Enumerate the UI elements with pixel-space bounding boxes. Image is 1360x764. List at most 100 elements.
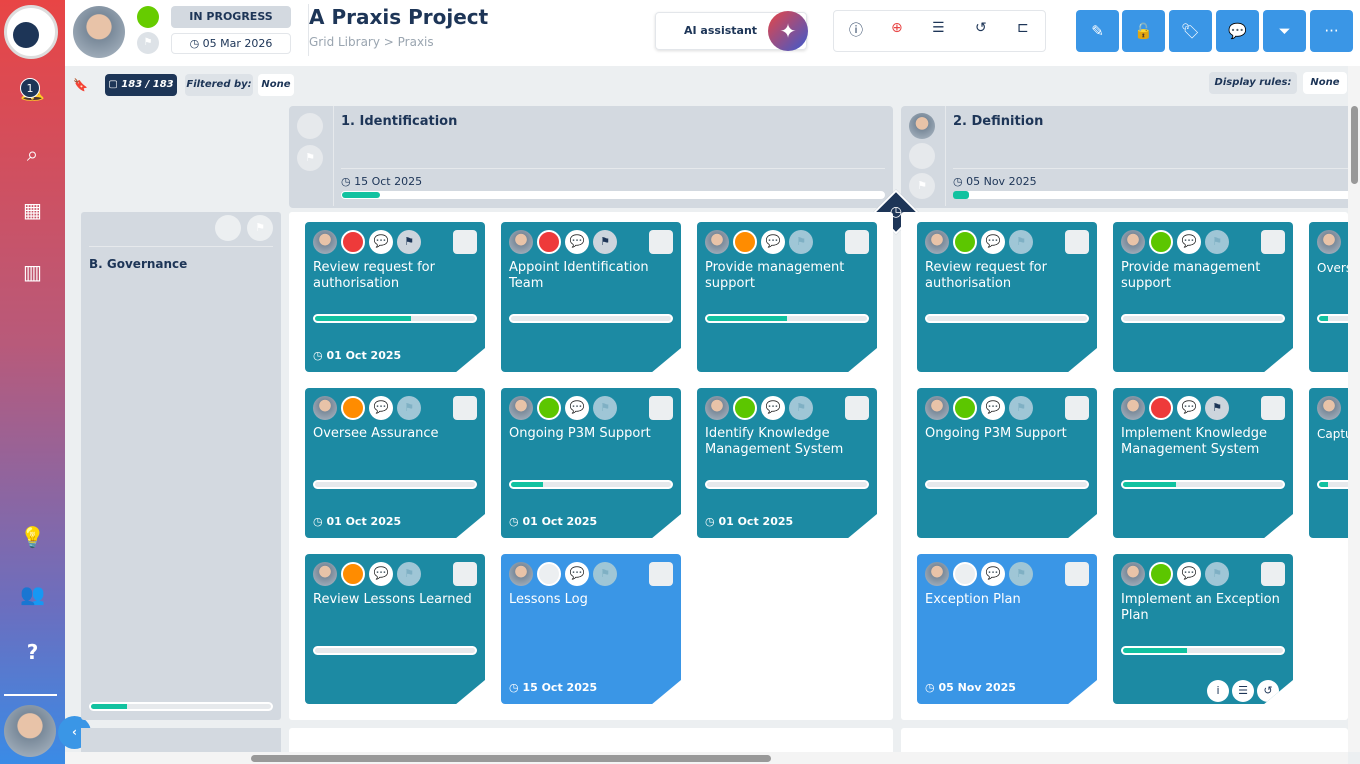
list-icon[interactable]: ☰ (932, 20, 945, 36)
filter-value[interactable]: None (258, 74, 294, 96)
phase-header-definition[interactable]: ⚑ 2. Definition ◷ 05 Nov 2025 (901, 106, 1348, 208)
task-card[interactable]: 💬 ⚑ Lessons Log ◷ 15 Oct 2025 (501, 554, 681, 704)
comment-icon[interactable]: 💬 (369, 396, 393, 420)
task-card[interactable]: 💬 ⚑ Review Lessons Learned (305, 554, 485, 704)
flag-icon[interactable]: ⚑ (397, 396, 421, 420)
unlock-button[interactable]: 🔓 (1122, 10, 1165, 52)
status-indicator[interactable] (137, 6, 159, 28)
bookmark-icon[interactable]: 🔖 (73, 78, 88, 92)
filter-button[interactable]: ⏷ (1263, 10, 1306, 52)
comment-icon[interactable]: 💬 (565, 230, 589, 254)
user-avatar[interactable] (4, 705, 56, 757)
status-indicator[interactable] (341, 396, 365, 420)
grid-icon[interactable]: ▦ (23, 198, 42, 222)
task-card[interactable]: Captu (1309, 388, 1353, 538)
status-badge[interactable]: IN PROGRESS (171, 6, 291, 28)
scroll-thumb[interactable] (251, 755, 771, 762)
display-rules-value[interactable]: None (1303, 72, 1347, 94)
assignee-avatar[interactable] (1121, 230, 1145, 254)
notifications-bell-icon[interactable]: 🔔1 (0, 78, 65, 102)
flag-icon[interactable]: ⚑ (1009, 396, 1033, 420)
comment-icon[interactable]: 💬 (761, 396, 785, 420)
phase-header-identification[interactable]: ⚑ 1. Identification ◷ 15 Oct 2025 (289, 106, 893, 208)
select-checkbox[interactable] (453, 230, 477, 254)
select-checkbox[interactable] (845, 396, 869, 420)
select-checkbox[interactable] (649, 396, 673, 420)
flag-icon[interactable]: ⚑ (789, 230, 813, 254)
breadcrumb[interactable]: Grid Library > Praxis (309, 35, 434, 49)
assignee-avatar[interactable] (925, 396, 949, 420)
assignee-avatar[interactable] (1121, 562, 1145, 586)
card-count-badge[interactable]: ▢ 183 / 183 (105, 74, 177, 96)
project-date[interactable]: ◷ 05 Mar 2026 (171, 33, 291, 54)
status-indicator[interactable] (1149, 230, 1173, 254)
flag-icon[interactable]: ⚑ (1009, 562, 1033, 586)
flag-icon[interactable]: ⚑ (593, 562, 617, 586)
task-card[interactable]: 💬 ⚑ Review request for authorisation (917, 222, 1097, 372)
task-card[interactable]: 💬 ⚑ Ongoing P3M Support ◷ 01 Oct 2025 (501, 388, 681, 538)
status-indicator[interactable] (341, 562, 365, 586)
assignee-avatar[interactable] (509, 230, 533, 254)
task-card[interactable]: 💬 ⚑ Review request for authorisation ◷ 01… (305, 222, 485, 372)
comment-icon[interactable]: 💬 (981, 230, 1005, 254)
task-card[interactable]: 💬 ⚑ Implement Knowledge Management Syste… (1113, 388, 1293, 538)
comment-icon[interactable]: 💬 (369, 562, 393, 586)
flag-icon[interactable]: ⚑ (1205, 562, 1229, 586)
scroll-thumb[interactable] (1351, 106, 1358, 184)
status-indicator[interactable] (1149, 396, 1173, 420)
task-card[interactable]: 💬 ⚑ Exception Plan ◷ 05 Nov 2025 (917, 554, 1097, 704)
comment-icon[interactable]: 💬 (981, 396, 1005, 420)
add-icon[interactable]: ⊕ (891, 20, 903, 36)
assignee-avatar[interactable] (313, 396, 337, 420)
task-card[interactable]: 💬 ⚑ Provide management support (1113, 222, 1293, 372)
flag-icon[interactable]: ⚑ (1205, 230, 1229, 254)
comment-icon[interactable]: 💬 (565, 396, 589, 420)
select-checkbox[interactable] (845, 230, 869, 254)
comment-icon[interactable]: 💬 (981, 562, 1005, 586)
flag-icon[interactable]: ⚑ (137, 32, 159, 54)
more-button[interactable]: ··· (1310, 10, 1353, 52)
search-icon[interactable]: ⌕ (26, 142, 39, 166)
select-checkbox[interactable] (1261, 396, 1285, 420)
task-card[interactable]: 💬 ⚑ Ongoing P3M Support (917, 388, 1097, 538)
status-indicator[interactable] (537, 230, 561, 254)
assignee-avatar[interactable] (509, 562, 533, 586)
task-card[interactable]: 💬 ⚑ Provide management support (697, 222, 877, 372)
select-checkbox[interactable] (649, 562, 673, 586)
assignee-avatar[interactable] (705, 230, 729, 254)
status-indicator[interactable] (953, 562, 977, 586)
status-indicator[interactable] (953, 230, 977, 254)
flag-icon[interactable]: ⚑ (397, 562, 421, 586)
status-indicator[interactable] (733, 230, 757, 254)
comment-icon[interactable]: 💬 (1177, 230, 1201, 254)
task-card[interactable]: 💬 ⚑ Oversee Assurance ◷ 01 Oct 2025 (305, 388, 485, 538)
status-indicator[interactable] (953, 396, 977, 420)
tags-button[interactable]: 🏷 (1169, 10, 1212, 52)
project-owner-avatar[interactable] (73, 6, 125, 58)
help-icon[interactable]: ? (26, 640, 39, 664)
assignee-avatar[interactable] (925, 230, 949, 254)
lightbulb-icon[interactable]: 💡 (20, 525, 45, 549)
lane-header-governance[interactable]: ⚑ B. Governance (81, 212, 281, 720)
assignee-avatar[interactable] (925, 562, 949, 586)
flag-icon[interactable]: ⚑ (789, 396, 813, 420)
select-checkbox[interactable] (1065, 230, 1089, 254)
ai-assistant-button[interactable]: AI assistant ✦ (655, 11, 808, 51)
flag-icon[interactable]: ⚑ (1009, 230, 1033, 254)
select-checkbox[interactable] (1261, 230, 1285, 254)
assignee-avatar[interactable] (313, 562, 337, 586)
comment-icon[interactable]: 💬 (369, 230, 393, 254)
assignee-avatar[interactable] (1317, 396, 1341, 420)
comments-button[interactable]: 💬 (1216, 10, 1259, 52)
task-card[interactable]: 💬 ⚑ Appoint Identification Team (501, 222, 681, 372)
assignee-avatar[interactable] (313, 230, 337, 254)
task-card[interactable]: 💬 ⚑ Identify Knowledge Management System… (697, 388, 877, 538)
list-icon[interactable]: ☰ (1232, 680, 1254, 702)
comment-icon[interactable]: 💬 (1177, 562, 1201, 586)
info-icon[interactable]: ⓘ (849, 23, 863, 39)
status-indicator[interactable] (341, 230, 365, 254)
comment-icon[interactable]: 💬 (1177, 396, 1201, 420)
flag-icon[interactable]: ⚑ (397, 230, 421, 254)
status-indicator[interactable] (1149, 562, 1173, 586)
edit-button[interactable]: ✎ (1076, 10, 1119, 52)
